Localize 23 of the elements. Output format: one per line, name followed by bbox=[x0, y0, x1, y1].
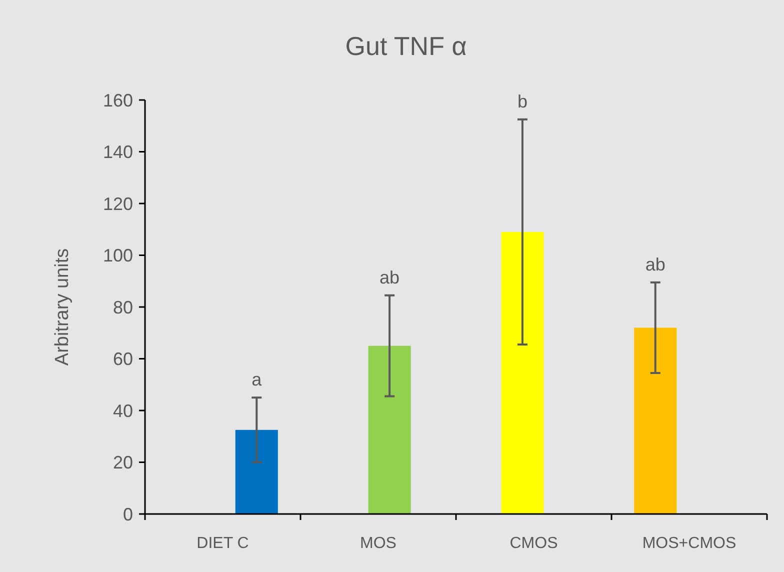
annotation: b bbox=[517, 91, 528, 112]
y-tick-label: 60 bbox=[112, 349, 133, 370]
chart-title: Gut TNF α bbox=[345, 31, 467, 61]
bar bbox=[368, 346, 411, 514]
annotation: ab bbox=[645, 254, 666, 274]
x-tick-label: MOS bbox=[360, 535, 396, 552]
y-tick-label: 120 bbox=[102, 194, 133, 214]
y-tick-label: 160 bbox=[102, 90, 133, 110]
y-tick-label: 40 bbox=[112, 400, 133, 421]
y-tick-label: 100 bbox=[102, 246, 133, 266]
x-tick-label: DIET C bbox=[196, 535, 249, 552]
annotation: ab bbox=[380, 267, 400, 288]
bar bbox=[634, 328, 677, 514]
y-tick-label: 80 bbox=[112, 297, 133, 318]
bar bbox=[501, 232, 544, 514]
y-tick-label: 0 bbox=[122, 504, 133, 524]
y-tick-label: 140 bbox=[102, 142, 133, 162]
bar bbox=[235, 430, 278, 514]
y-tick-label: 20 bbox=[112, 452, 133, 473]
annotation: a bbox=[252, 370, 263, 390]
x-tick-label: MOS+CMOS bbox=[642, 535, 736, 552]
y-axis-title: Arbitrary units bbox=[52, 248, 73, 366]
x-tick-label: CMOS bbox=[510, 535, 558, 552]
